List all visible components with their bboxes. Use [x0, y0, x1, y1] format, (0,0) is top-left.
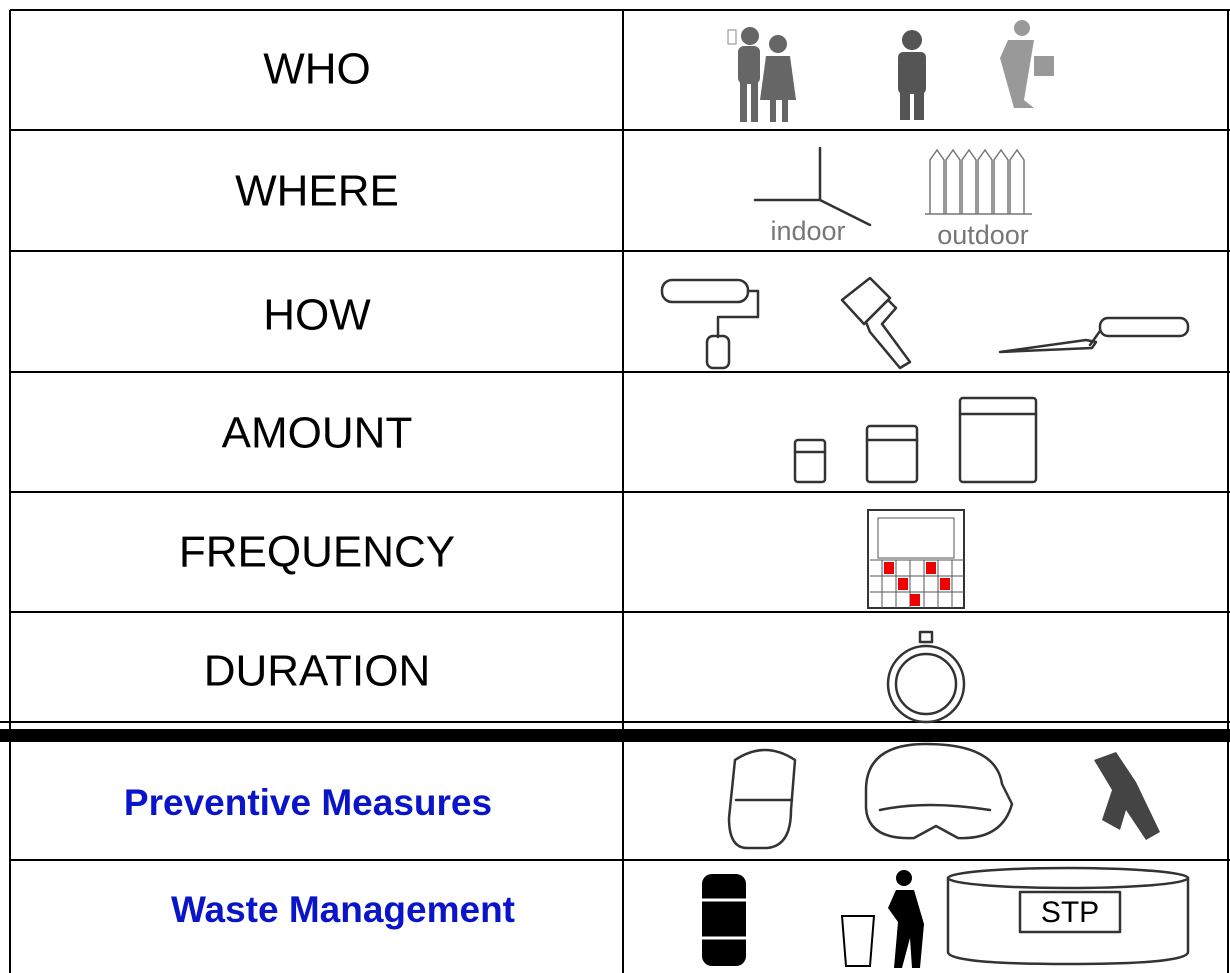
- indoor-icon: [753, 146, 872, 227]
- calendar-icon: [867, 509, 965, 609]
- icon-part: [1000, 40, 1034, 108]
- icon-part: [878, 803, 992, 812]
- large-can-icon: [958, 396, 1038, 484]
- icon-part: [925, 148, 1032, 215]
- icon-part: [894, 652, 958, 716]
- icon-part: [727, 748, 797, 850]
- icon-caption: indoor: [770, 216, 845, 246]
- roller-icon: [660, 278, 760, 370]
- icon-caption: STP: [1041, 896, 1099, 929]
- litter-bin-icon: [840, 870, 924, 968]
- icon-part: [896, 870, 912, 886]
- icon-part: [864, 742, 1014, 840]
- goggles-icon: [864, 742, 1014, 840]
- icon-part: [918, 630, 934, 644]
- icon-part: [877, 517, 955, 559]
- row-label: AMOUNT: [222, 409, 413, 458]
- icon-part: [716, 289, 760, 339]
- icon-part: [769, 35, 787, 53]
- icon-part: [898, 52, 926, 94]
- mask-icon: [727, 748, 797, 850]
- brush-icon: [840, 276, 912, 370]
- icon-part: [902, 30, 922, 50]
- stp-tank-icon: [946, 866, 1190, 966]
- icon-part: [782, 98, 788, 122]
- people-icon: [727, 27, 796, 122]
- icon-part: [0, 729, 1230, 742]
- icon-part: [914, 92, 924, 120]
- gloves-icon: [1094, 752, 1160, 840]
- icon-part: [865, 424, 919, 484]
- row-label: FREQUENCY: [179, 528, 455, 577]
- icon-part: [1098, 316, 1190, 338]
- icon-part: [888, 890, 924, 968]
- medium-can-icon: [865, 424, 919, 484]
- icon-part: [958, 396, 1038, 484]
- icon-part: [705, 334, 731, 370]
- row-label: Waste Management: [171, 889, 515, 930]
- worker-icon: [898, 30, 926, 120]
- icon-part: [753, 146, 872, 227]
- row-label: WHERE: [235, 167, 399, 216]
- icon-part: [793, 438, 827, 484]
- row-label: Preventive Measures: [124, 782, 492, 823]
- icon-part: [940, 578, 950, 590]
- icon-part: [1034, 56, 1054, 76]
- icon-part: [840, 915, 876, 967]
- icon-part: [926, 562, 936, 574]
- icon-part: [884, 562, 894, 574]
- trowel-icon: [998, 316, 1190, 354]
- table-grid: [0, 9, 1230, 973]
- icon-part: [900, 92, 910, 120]
- fence-icon: [925, 148, 1032, 215]
- icon-part: [886, 644, 966, 724]
- icon-part: [898, 578, 908, 590]
- icon-part: [660, 278, 750, 304]
- icon-part: [738, 46, 760, 84]
- icon-part: [1088, 329, 1102, 347]
- small-can-icon: [793, 438, 827, 484]
- icon-part: [740, 82, 747, 122]
- row-label: HOW: [263, 291, 371, 340]
- icon-part: [741, 27, 759, 45]
- row-label: WHO: [263, 45, 371, 94]
- painter-icon: [1000, 20, 1054, 108]
- icon-part: [1094, 752, 1160, 840]
- barrel-icon: [702, 874, 746, 966]
- icon-part: [870, 559, 964, 608]
- icon-part: [1014, 20, 1030, 36]
- icon-part: [998, 338, 1098, 354]
- icon-caption: outdoor: [937, 220, 1029, 250]
- icon-part: [727, 29, 737, 45]
- icon-part: [946, 866, 1190, 890]
- icon-part: [910, 594, 920, 606]
- icon-part: [864, 298, 912, 370]
- icon-part: [840, 276, 892, 326]
- icon-part: [946, 876, 1190, 966]
- icon-part: [751, 82, 758, 122]
- icon-part: [770, 98, 776, 122]
- icon-part: [760, 56, 796, 100]
- row-label: DURATION: [204, 647, 431, 696]
- icon-part: [702, 874, 746, 966]
- icon-part: [1018, 890, 1122, 934]
- stopwatch-icon: [886, 630, 966, 724]
